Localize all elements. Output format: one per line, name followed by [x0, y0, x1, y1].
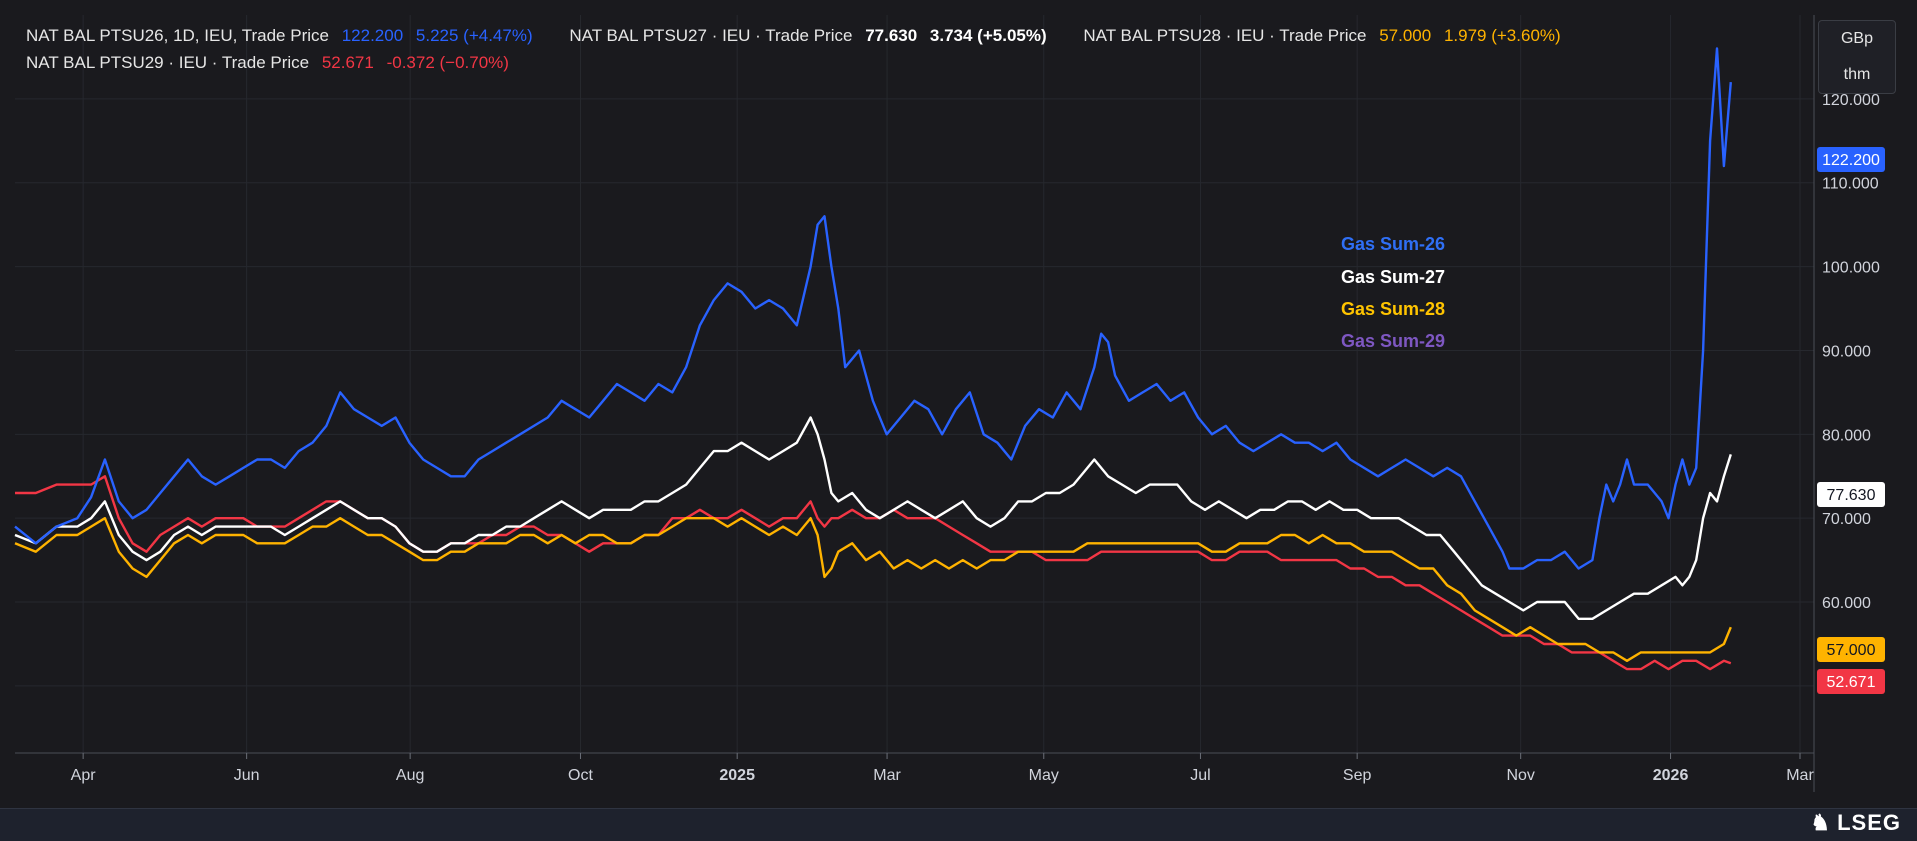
series-line-gas-sum-26: [14, 47, 1732, 570]
legend-sum26-value: 122.200: [341, 26, 404, 45]
x-tick-label: Oct: [568, 767, 593, 784]
series-lines: [14, 47, 1732, 671]
lseg-logo: ♞ LSEG: [1810, 807, 1901, 839]
legend-sum26-change: 5.225 (+4.47%): [415, 26, 533, 45]
last-value-badge: [1817, 147, 1885, 172]
x-tick-label: May: [1029, 767, 1059, 784]
annotation-gas-sum-26: Gas Sum-26: [1341, 234, 1445, 254]
lseg-logo-text: LSEG: [1837, 810, 1901, 835]
legend-sum29-name: NAT BAL PTSU29 · IEU · Trade Price: [26, 53, 310, 72]
last-value-badge: [1817, 637, 1885, 662]
x-tick-label: Jun: [234, 767, 260, 784]
y-tick-label: 60.000: [1822, 595, 1871, 612]
series-line-gas-sum-28: [14, 517, 1732, 662]
legend-sum28-name: NAT BAL PTSU28 · IEU · Trade Price: [1083, 26, 1367, 45]
legend-sum27-change: 3.734 (+5.05%): [929, 26, 1047, 45]
y-tick-label: 120.000: [1822, 92, 1880, 109]
annotation-gas-sum-29: Gas Sum-29: [1341, 331, 1445, 351]
last-value-badge: [1817, 669, 1885, 694]
y-tick-label: 90.000: [1822, 343, 1871, 360]
annotation-gas-sum-28: Gas Sum-28: [1341, 299, 1445, 319]
last-value-label: 122.200: [1822, 152, 1880, 169]
x-tick-label: Mar: [1786, 767, 1814, 784]
last-value-label: 57.000: [1827, 642, 1876, 659]
last-value-label: 77.630: [1827, 487, 1876, 504]
x-tick-label: Mar: [873, 767, 901, 784]
price-chart[interactable]: Apr Jun Aug Oct 2025 Mar May Jul Sep Nov 2026 Mar 5…: [0, 0, 1917, 808]
x-tick-label: Aug: [396, 767, 424, 784]
x-tick-label: Nov: [1506, 767, 1534, 784]
x-axis-ticks: Apr Jun Aug Oct 2025 Mar May Jul Sep Nov 2026 Mar: [71, 753, 1814, 784]
series-line-gas-sum-27: [14, 416, 1732, 620]
legend-sum29-value: 52.671: [321, 53, 374, 72]
series-annotations: Gas Sum-26 Gas Sum-27 Gas Sum-28 Gas Sum-29: [1341, 234, 1445, 351]
x-tick-label: Sep: [1343, 767, 1372, 784]
x-tick-label: Apr: [71, 767, 97, 784]
last-value-labels: 122.200 77.630 57.000 52.671: [1817, 147, 1885, 694]
legend-sum27[interactable]: NAT BAL PTSU27 · IEU · Trade Price 77.63…: [569, 26, 1075, 45]
legend-sum27-value: 77.630: [865, 26, 918, 45]
x-tick-label: 2025: [719, 767, 755, 784]
legend-row-1: NAT BAL PTSU26, 1D, IEU, Trade Price 122…: [26, 26, 1577, 46]
legend-sum26-name: NAT BAL PTSU26, 1D, IEU, Trade Price: [26, 26, 329, 45]
y-tick-label: 70.000: [1822, 511, 1871, 528]
footer-bar: [0, 808, 1917, 841]
currency-unit: GBp: [1840, 30, 1873, 47]
legend-sum28[interactable]: NAT BAL PTSU28 · IEU · Trade Price 57.00…: [1083, 26, 1568, 45]
legend-sum29[interactable]: NAT BAL PTSU29 · IEU · Trade Price 52.67…: [26, 53, 517, 72]
lseg-logo-icon: ♞: [1810, 810, 1832, 835]
plot-background: [15, 15, 1814, 792]
last-value-label: 52.671: [1827, 674, 1876, 691]
legend-sum28-value: 57.000: [1379, 26, 1432, 45]
legend-sum27-name: NAT BAL PTSU27 · IEU · Trade Price: [569, 26, 853, 45]
grid: [15, 15, 1814, 753]
unit-selector[interactable]: GBp thm: [1818, 20, 1896, 94]
series-line-gas-sum-29: [15, 475, 1732, 671]
x-tick-label: Jul: [1190, 767, 1210, 784]
y-tick-label: 80.000: [1822, 427, 1871, 444]
volume-unit: thm: [1843, 66, 1871, 83]
y-tick-label: 100.000: [1822, 260, 1880, 277]
last-value-badge: [1817, 482, 1885, 507]
legend-sum28-change: 1.979 (+3.60%): [1443, 26, 1561, 45]
y-axis-ticks: 50.00060.00070.00080.00090.000100.000110…: [1822, 92, 1880, 696]
y-tick-label: 110.000: [1822, 176, 1879, 193]
legend-sum26[interactable]: NAT BAL PTSU26, 1D, IEU, Trade Price 122…: [26, 26, 561, 45]
annotation-gas-sum-27: Gas Sum-27: [1341, 267, 1445, 287]
legend-sum29-change: -0.372 (−0.70%): [386, 53, 509, 72]
legend-row-2: NAT BAL PTSU29 · IEU · Trade Price 52.67…: [26, 53, 525, 73]
x-tick-label: 2026: [1653, 767, 1689, 784]
